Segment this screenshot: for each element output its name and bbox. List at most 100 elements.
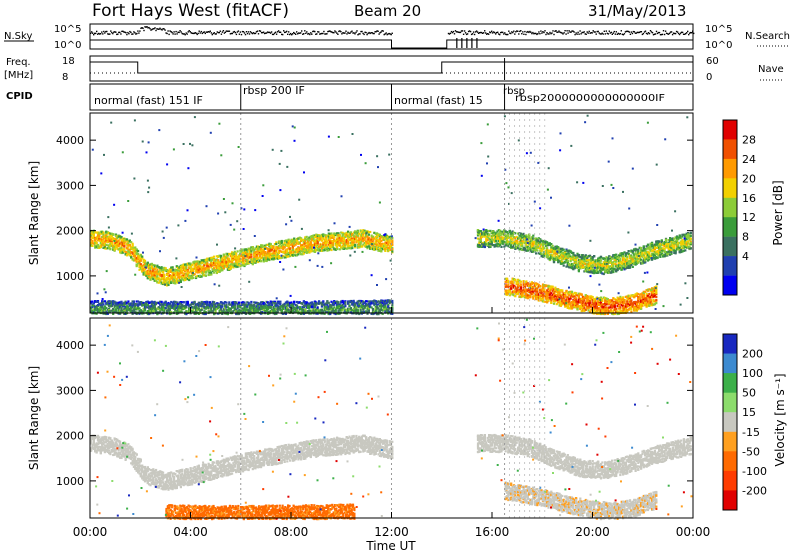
sky-noise-point: [552, 30, 553, 31]
sky-noise-point: [316, 33, 317, 34]
sky-noise-point: [303, 33, 304, 34]
sky-noise-point: [645, 31, 646, 32]
power-cell: [647, 244, 649, 246]
power-cell: [330, 249, 332, 251]
power-cell: [593, 255, 595, 257]
sky-noise-point: [508, 31, 509, 32]
power-cell: [380, 250, 382, 252]
sky-noise-point: [553, 34, 554, 35]
power-cell: [313, 238, 315, 240]
sky-noise-point: [249, 33, 250, 34]
sky-noise-point: [174, 33, 175, 34]
cpid-label: CPID: [6, 91, 33, 102]
sky-noise-point: [504, 32, 505, 33]
sky-noise-point: [692, 31, 693, 32]
sky-noise-point: [138, 32, 139, 33]
sky-noise-point: [91, 31, 92, 32]
nave-label: Nave: [758, 64, 784, 75]
power-cell: [643, 245, 645, 247]
power-cell: [673, 246, 675, 248]
power-cell: [354, 244, 356, 246]
sky-noise-point: [484, 30, 485, 31]
sky-noise-point: [365, 32, 366, 33]
sky-noise-point: [314, 31, 315, 32]
sky-noise-point: [630, 34, 631, 35]
power-cell: [270, 243, 272, 245]
sky-noise-point: [96, 31, 97, 32]
power-cell: [480, 240, 482, 242]
sky-noise-point: [222, 31, 223, 32]
sky-noise-point: [686, 32, 687, 33]
sky-noise-point: [522, 31, 523, 32]
power-cell: [480, 230, 482, 232]
sky-noise-point: [564, 30, 565, 31]
sky-noise-point: [524, 31, 525, 32]
beam-label: Beam 20: [354, 2, 421, 20]
power-cell: [351, 247, 353, 249]
power-cell: [213, 256, 215, 258]
sky-noise-point: [545, 34, 546, 35]
power-cell: [347, 242, 349, 244]
sky-noise-point: [465, 32, 466, 33]
sky-noise-point: [276, 34, 277, 35]
sky-noise-point: [574, 34, 575, 35]
cpid-segment-3: normal (fast) 15: [394, 94, 483, 107]
power-cell: [149, 279, 151, 281]
power-cell: [144, 260, 146, 262]
sky-noise-point: [567, 32, 568, 33]
power-cell: [91, 240, 93, 242]
sky-noise-point: [198, 33, 199, 34]
nave-tick-top: 60: [706, 56, 719, 67]
sky-noise-point: [187, 33, 188, 34]
sky-noise-point: [282, 34, 283, 35]
power-cell: [507, 234, 509, 236]
sky-noise-point: [200, 32, 201, 33]
sky-noise-point: [126, 34, 127, 35]
power-cell: [134, 246, 136, 248]
power-cell: [339, 235, 341, 237]
power-cell: [384, 250, 386, 252]
power-cell: [665, 239, 667, 241]
power-cell: [161, 266, 163, 268]
power-cell: [528, 236, 530, 238]
sky-noise-point: [310, 32, 311, 33]
sky-noise-point: [464, 30, 465, 31]
power-cell: [162, 271, 164, 273]
freq-panel-frame: [90, 56, 693, 81]
sky-noise-point: [280, 32, 281, 33]
sky-noise-point: [112, 33, 113, 34]
frequency-line: [90, 62, 693, 73]
sky-noise-point: [513, 31, 514, 32]
power-cell: [259, 255, 261, 257]
sky-noise-point: [167, 30, 168, 31]
power-cell: [600, 260, 602, 262]
power-cell: [628, 250, 630, 252]
power-cell: [543, 247, 545, 249]
sky-noise-point: [214, 32, 215, 33]
sky-noise-point: [245, 34, 246, 35]
sky-noise-point: [641, 31, 642, 32]
power-cell: [612, 265, 614, 267]
sky-noise-point: [92, 33, 93, 34]
power-cell: [192, 277, 194, 279]
sky-noise-point: [510, 33, 511, 34]
power-cell: [563, 265, 565, 267]
sky-noise-point: [117, 34, 118, 35]
sky-noise-point: [488, 34, 489, 35]
sky-right-tick-bottom: 10^0: [705, 40, 732, 51]
sky-noise-point: [232, 33, 233, 34]
sky-noise-point: [629, 31, 630, 32]
sky-noise-point: [672, 34, 673, 35]
sky-noise-point: [349, 33, 350, 34]
power-cell: [176, 278, 178, 280]
sky-noise-point: [125, 32, 126, 33]
sky-noise-point: [136, 33, 137, 34]
sky-noise-point: [351, 31, 352, 32]
sky-noise-point: [323, 31, 324, 32]
sky-noise-point: [502, 32, 503, 33]
sky-noise-point: [578, 34, 579, 35]
power-cell: [191, 264, 193, 266]
sky-tick-top: 10^5: [54, 24, 81, 35]
power-cell: [137, 253, 139, 255]
